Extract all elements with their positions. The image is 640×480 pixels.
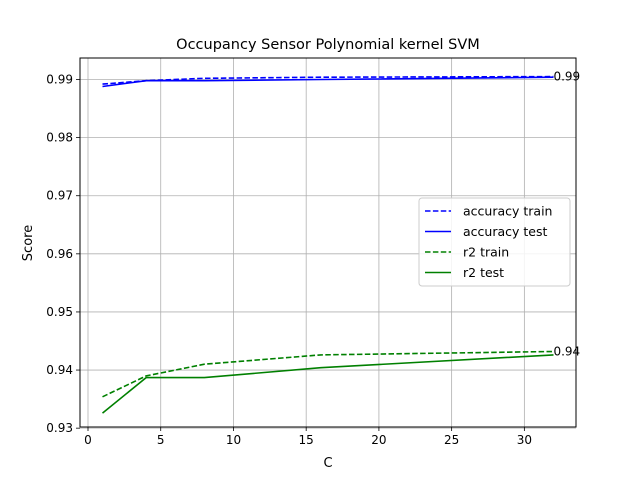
plot-frame [79,57,577,428]
y-axis-label: Score [21,225,36,261]
legend-label: accuracy test [463,224,547,239]
y-tick-label: 0.97 [46,189,73,203]
chart-title: Occupancy Sensor Polynomial kernel SVM [176,37,480,53]
y-tick-label: 0.96 [46,247,73,261]
annotations: 0.99 0.94 [553,70,580,359]
series-line-accuracy-train [102,75,554,85]
series-line-accuracy-test [102,76,554,88]
axis-ticks: 0 5 10 15 20 25 30 0.93 0.94 0.95 0.96 0.97 0.98 0.99 [46,73,532,447]
x-tick-label: 15 [299,433,314,447]
y-tick-label: 0.93 [46,421,73,435]
x-tick-label: 20 [371,433,386,447]
legend-label: r2 train [463,245,509,260]
x-tick-label: 25 [444,433,459,447]
y-tick-label: 0.98 [46,131,73,145]
y-tick-label: 0.94 [46,363,73,377]
y-tick-label: 0.95 [46,305,73,319]
x-tick-label: 5 [157,433,165,447]
legend-label: accuracy train [463,204,552,219]
series-lines [101,75,554,414]
series-line-r2-train [102,350,554,398]
x-axis-label: C [323,456,332,471]
series-line-r2-test [101,354,554,414]
x-tick-label: 30 [517,433,532,447]
x-tick-label: 0 [84,433,92,447]
legend-box [418,197,571,287]
annotation-label: 0.99 [553,70,580,84]
annotation-label: 0.94 [553,344,580,358]
y-tick-label: 0.99 [46,73,73,87]
x-tick-label: 10 [226,433,241,447]
legend: accuracy train accuracy test r2 train r2 te… [418,197,571,287]
legend-label: r2 test [463,265,504,280]
